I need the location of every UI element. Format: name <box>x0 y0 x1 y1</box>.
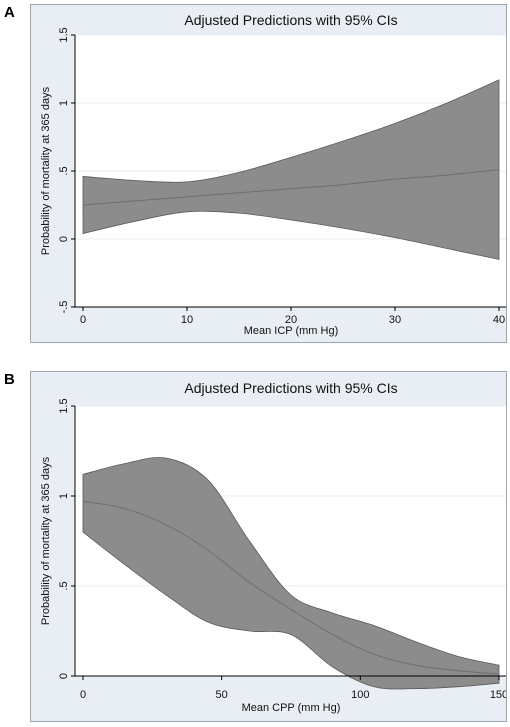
panel-letter-b: B <box>4 371 15 388</box>
x-tick-label: 0 <box>80 314 86 326</box>
prediction-line-series-0 <box>82 169 500 206</box>
y-tick-label: -.5 <box>58 301 70 314</box>
x-tick-label: 40 <box>493 314 505 326</box>
y-tick-label: 1.5 <box>58 27 70 42</box>
ci-band-series-0 <box>82 457 500 690</box>
x-tick-label: 50 <box>216 689 228 701</box>
y-tick-label: 1.5 <box>58 398 70 413</box>
panel-letter-a: A <box>4 4 15 21</box>
x-axis-label: Mean ICP (mm Hg) <box>244 325 339 337</box>
y-tick-label: .5 <box>58 581 70 590</box>
chart-title: Adjusted Predictions with 95% CIs <box>184 380 397 396</box>
chart-b-svg: 0 .5 1 1.5 0 50 100 150 Adjusted Predictions wit… <box>40 380 506 714</box>
x-axis-label: Mean CPP (mm Hg) <box>242 702 341 714</box>
y-tick-label: .5 <box>58 166 70 175</box>
y-tick-label: 1 <box>58 100 70 106</box>
y-axis-label: Probability of mortality at 365 days <box>40 456 52 625</box>
y-tick-label: 1 <box>58 493 70 499</box>
y-tick-label: 0 <box>58 673 70 679</box>
x-tick-label: 20 <box>285 314 297 326</box>
chart-a-svg: -.5 0 .5 1 1.5 0 10 20 30 40 Adjusted Predictions … <box>40 12 506 337</box>
y-tick-label: 0 <box>58 236 70 242</box>
x-tick-label: 100 <box>351 689 369 701</box>
chart-panel-b: 0 .5 1 1.5 0 50 100 150 Adjusted Predictions wit… <box>30 371 507 722</box>
chart-title: Adjusted Predictions with 95% CIs <box>184 12 397 28</box>
chart-panel-a: -.5 0 .5 1 1.5 0 10 20 30 40 Adjusted Predictions … <box>30 4 507 343</box>
y-axis-label: Probability of mortality at 365 days <box>40 86 52 255</box>
prediction-line-series-0 <box>82 500 500 675</box>
x-tick-label: 150 <box>490 689 506 701</box>
x-tick-label: 30 <box>389 314 401 326</box>
ci-band-series-0 <box>82 79 500 260</box>
x-tick-label: 10 <box>181 314 193 326</box>
x-tick-label: 0 <box>80 689 86 701</box>
